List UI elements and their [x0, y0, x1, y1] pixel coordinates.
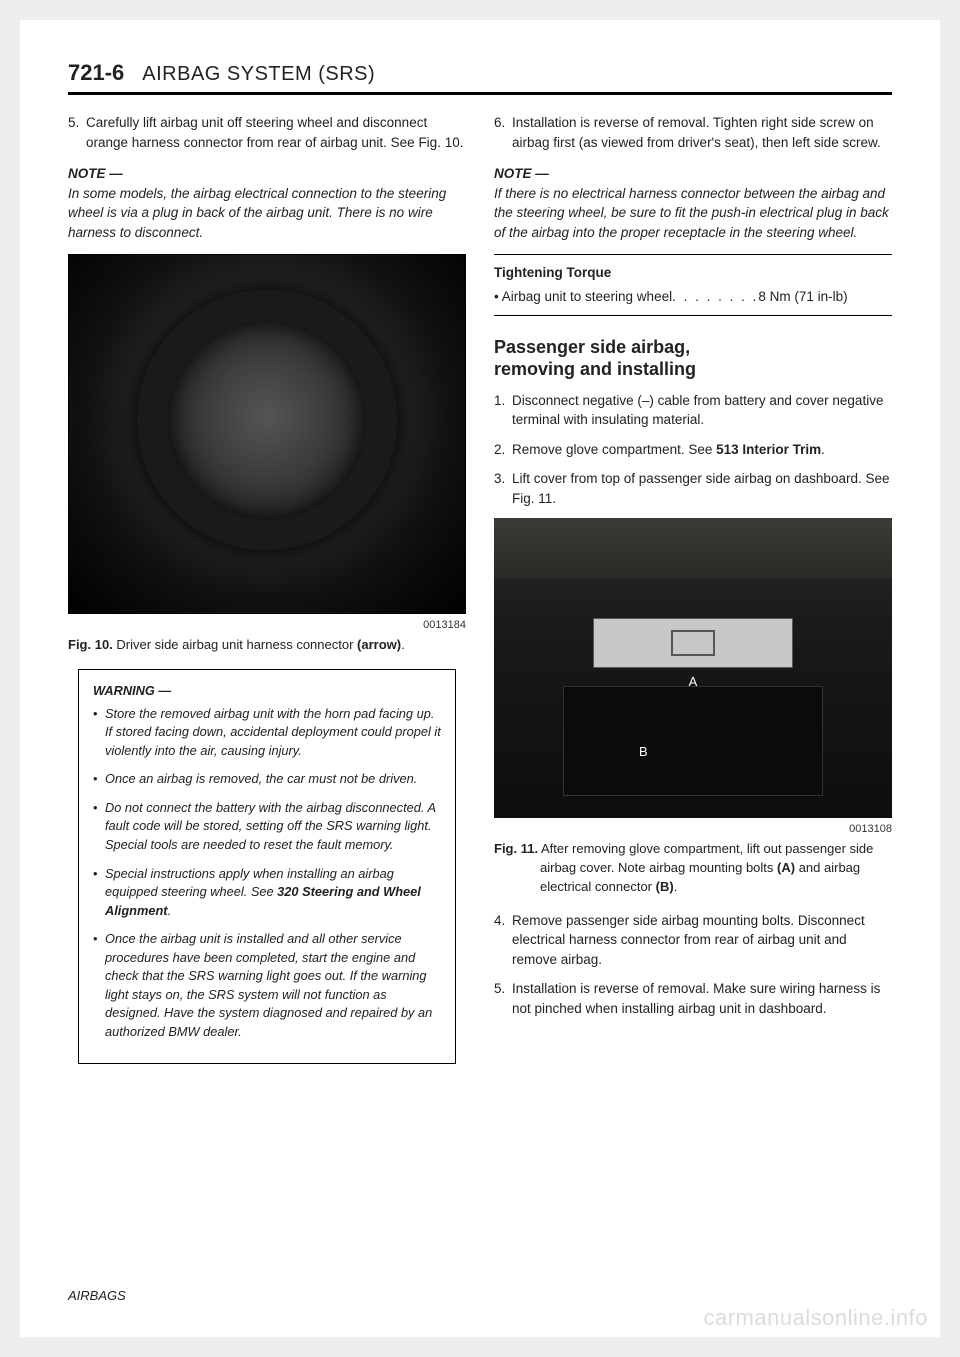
figure-11-caption: Fig. 11. After removing glove compartmen…: [494, 840, 892, 897]
step-number: 5.: [68, 113, 86, 152]
watermark: carmanualsonline.info: [703, 1305, 928, 1331]
figure-10-photo: [68, 254, 466, 614]
step-3: 3. Lift cover from top of passenger side…: [494, 469, 892, 508]
step-post: .: [821, 442, 825, 457]
step-text: Carefully lift airbag unit off steering …: [86, 113, 466, 152]
warning-list: Store the removed airbag unit with the h…: [93, 705, 441, 1042]
ref-513: 513 Interior Trim: [716, 442, 821, 457]
step-text: Disconnect negative (–) cable from batte…: [512, 391, 892, 430]
divider: [494, 315, 892, 316]
figure-10-id: 0013184: [68, 618, 466, 634]
manual-page: 721-6 AIRBAG SYSTEM (SRS) 5. Carefully l…: [20, 20, 940, 1337]
left-column: 5. Carefully lift airbag unit off steeri…: [68, 113, 466, 1064]
torque-value: 8 Nm (71 in-lb): [758, 287, 847, 307]
divider: [494, 254, 892, 255]
warning-item: Do not connect the battery with the airb…: [93, 799, 441, 855]
step-text: Installation is reverse of removal. Tigh…: [512, 113, 892, 152]
warn-text: Special instructions apply when installi…: [105, 866, 421, 918]
warning-item: Special instructions apply when installi…: [93, 865, 441, 921]
note-heading: NOTE —: [68, 164, 466, 184]
fig-ref-b: (B): [656, 879, 674, 894]
torque-heading: Tightening Torque: [494, 263, 892, 283]
label-a: A: [689, 673, 698, 692]
right-column: 6. Installation is reverse of removal. T…: [494, 113, 892, 1064]
procedure-steps: 1. Disconnect negative (–) cable from ba…: [494, 391, 892, 509]
warning-item: Once an airbag is removed, the car must …: [93, 770, 441, 789]
note-body: In some models, the airbag electrical co…: [68, 184, 466, 243]
step-pre: Remove glove compartment. See: [512, 442, 716, 457]
fig-text3: .: [674, 879, 678, 894]
step-4: 4. Remove passenger side airbag mounting…: [494, 911, 892, 970]
torque-spec: • Airbag unit to steering wheel . . . . …: [494, 287, 892, 307]
cavity-graphic: [563, 686, 823, 796]
fig-arrow: (arrow): [357, 637, 401, 652]
dashboard-graphic: [494, 518, 892, 578]
torque-dots: . . . . . . . .: [672, 287, 758, 307]
step-number: 3.: [494, 469, 512, 508]
step-number: 5.: [494, 979, 512, 1018]
step-number: 4.: [494, 911, 512, 970]
step-number: 6.: [494, 113, 512, 152]
procedure-steps-cont: 4. Remove passenger side airbag mounting…: [494, 911, 892, 1019]
step-5: 5. Carefully lift airbag unit off steeri…: [68, 113, 466, 152]
warning-box: WARNING — Store the removed airbag unit …: [78, 669, 456, 1064]
page-title: AIRBAG SYSTEM (SRS): [142, 63, 375, 86]
step-2: 2. Remove glove compartment. See 513 Int…: [494, 440, 892, 460]
figure-11-id: 0013108: [494, 822, 892, 838]
ref-320: 320 Steering and Wheel Alignment: [105, 884, 421, 918]
step-number: 2.: [494, 440, 512, 460]
step-number: 1.: [494, 391, 512, 430]
figure-11-photo: A B: [494, 518, 892, 818]
fig-tail: .: [401, 637, 405, 652]
warning-item: Store the removed airbag unit with the h…: [93, 705, 441, 761]
page-footer: AIRBAGS: [68, 1288, 126, 1303]
fig-text: Driver side airbag unit harness connecto…: [113, 637, 357, 652]
step-text: Installation is reverse of removal. Make…: [512, 979, 892, 1018]
label-b: B: [639, 743, 648, 762]
section-line1: Passenger side airbag,: [494, 337, 690, 357]
fig-label: Fig. 10.: [68, 637, 113, 652]
fig-label: Fig. 11.: [494, 841, 538, 856]
step-1: 1. Disconnect negative (–) cable from ba…: [494, 391, 892, 430]
section-heading: Passenger side airbag, removing and inst…: [494, 336, 892, 381]
step-5b: 5. Installation is reverse of removal. M…: [494, 979, 892, 1018]
torque-label: • Airbag unit to steering wheel: [494, 287, 672, 307]
section-line2: removing and installing: [494, 359, 696, 379]
warning-item: Once the airbag unit is installed and al…: [93, 930, 441, 1041]
figure-10-caption: Fig. 10. Driver side airbag unit harness…: [68, 636, 466, 655]
page-number: 721-6: [68, 60, 124, 86]
step-6: 6. Installation is reverse of removal. T…: [494, 113, 892, 152]
note-heading: NOTE —: [494, 164, 892, 184]
warning-heading: WARNING —: [93, 682, 441, 701]
note-body: If there is no electrical harness connec…: [494, 184, 892, 243]
mounting-plate-graphic: [593, 618, 793, 668]
steering-wheel-graphic: [137, 290, 397, 550]
fig-ref-a: (A): [777, 860, 795, 875]
step-text: Remove passenger side airbag mounting bo…: [512, 911, 892, 970]
step-text: Lift cover from top of passenger side ai…: [512, 469, 892, 508]
page-header: 721-6 AIRBAG SYSTEM (SRS): [68, 60, 892, 95]
step-text: Remove glove compartment. See 513 Interi…: [512, 440, 825, 460]
